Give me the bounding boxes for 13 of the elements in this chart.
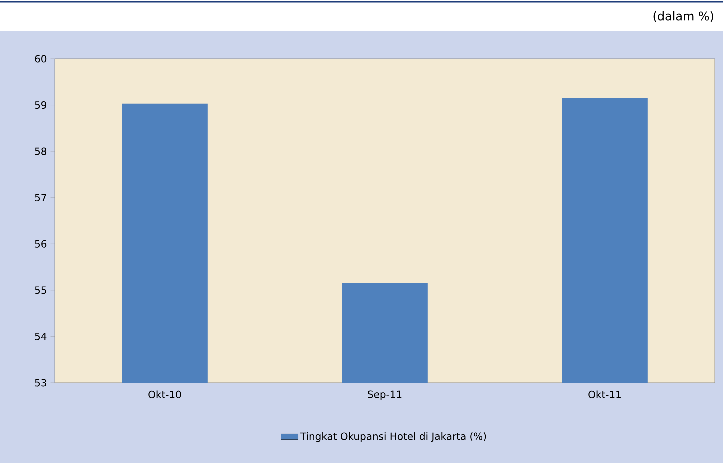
y-tick-label: 58 xyxy=(35,148,47,156)
y-tick-label: 53 xyxy=(35,379,46,387)
y-tick-label: 56 xyxy=(35,240,47,248)
y-tick-label: 59 xyxy=(35,101,47,110)
y-tick-label: 57 xyxy=(35,194,46,202)
x-tick-label: Okt-10 xyxy=(148,390,182,398)
y-tick-label: 54 xyxy=(35,332,47,340)
text: (dalam %) xyxy=(654,12,714,22)
y-tick-label: 55 xyxy=(35,286,46,294)
x-tick-label: Sep-11 xyxy=(368,390,402,400)
y-tick-label: 60 xyxy=(35,55,47,63)
legend-label: Tingkat Okupansi Hotel di Jakarta (%) xyxy=(300,432,486,442)
x-tick-label: Okt-11 xyxy=(588,390,621,398)
